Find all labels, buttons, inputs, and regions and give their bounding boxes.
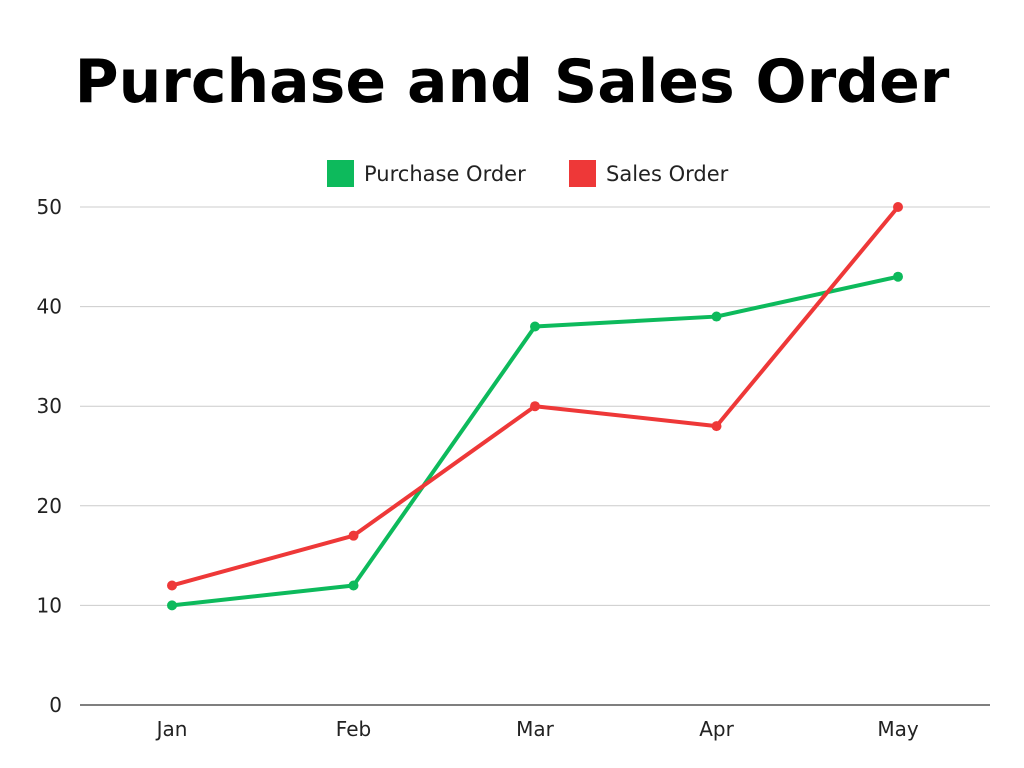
- legend-label-sales-order: Sales Order: [606, 162, 729, 186]
- series-line-sales-order: [170, 205, 900, 588]
- legend-swatch-purchase-order: [327, 160, 354, 187]
- point-sales-order-jan: [167, 580, 177, 591]
- x-tick-label-apr: Apr: [699, 717, 734, 741]
- point-purchase-order-mar: [530, 321, 540, 332]
- x-tick-label-may: May: [877, 717, 919, 741]
- chart-title: Purchase and Sales Order: [75, 47, 950, 117]
- point-sales-order-apr: [711, 421, 722, 432]
- x-tick-label-jan: Jan: [155, 717, 188, 741]
- x-tick-label-mar: Mar: [516, 717, 555, 741]
- point-sales-order-may: [893, 202, 903, 212]
- point-sales-order-mar: [530, 401, 540, 412]
- legend: Purchase Order Sales Order: [327, 160, 729, 187]
- legend-swatch-sales-order: [569, 160, 596, 187]
- y-tick-label-10: 10: [37, 593, 62, 617]
- y-tick-label-30: 30: [37, 394, 62, 418]
- x-tick-label-feb: Feb: [336, 717, 371, 741]
- point-purchase-order-feb: [348, 580, 359, 591]
- series-points: [167, 202, 903, 611]
- y-tick-label-40: 40: [37, 295, 62, 319]
- point-sales-order-feb: [348, 530, 359, 541]
- y-axis-tick-labels: 0 10 20 30 40 50: [37, 195, 62, 717]
- y-tick-label-50: 50: [37, 195, 62, 219]
- point-purchase-order-may: [893, 271, 903, 282]
- legend-label-purchase-order: Purchase Order: [364, 162, 526, 186]
- point-purchase-order-jan: [167, 600, 177, 611]
- gridlines: [80, 206, 990, 706]
- point-purchase-order-apr: [711, 311, 722, 322]
- y-tick-label-20: 20: [37, 494, 62, 518]
- x-axis-tick-labels: Jan Feb Mar Apr May: [155, 717, 919, 741]
- y-tick-label-0: 0: [49, 693, 62, 717]
